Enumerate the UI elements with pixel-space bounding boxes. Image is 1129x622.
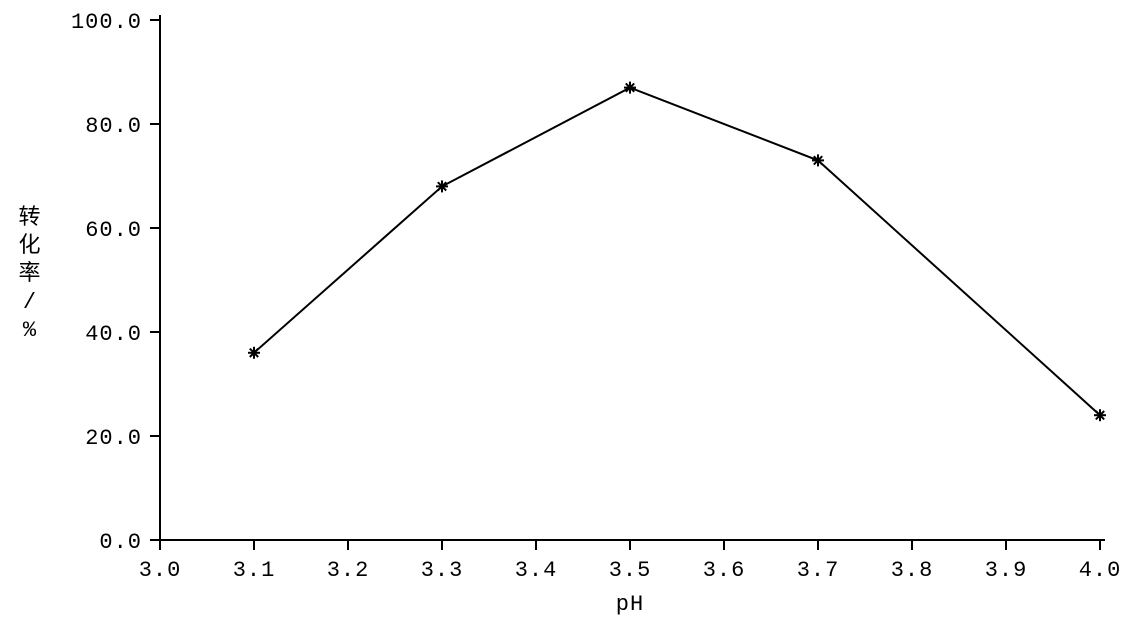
svg-text:率: 率 (18, 261, 41, 287)
x-tick-label: 3.2 (327, 558, 370, 583)
y-tick-label: 0.0 (99, 530, 142, 555)
x-tick-label: 3.6 (703, 558, 746, 583)
svg-text:转: 转 (18, 205, 41, 231)
x-tick-label: 3.7 (797, 558, 840, 583)
y-tick-label: 100.0 (71, 10, 142, 35)
series-line (254, 88, 1100, 416)
data-point (624, 82, 636, 94)
data-point (436, 180, 448, 192)
chart-container: 0.0 20.0 40.0 60.0 80.0 100.0 3.0 3.1 3.2 3.3 3.4 3… (0, 0, 1129, 622)
x-tick-label: 3.1 (233, 558, 276, 583)
y-tick-label: 80.0 (85, 114, 142, 139)
data-point (812, 154, 824, 166)
x-tick-label: 3.4 (515, 558, 558, 583)
y-tick-label: 20.0 (85, 426, 142, 451)
y-axis-label: 转化率 /% (18, 205, 41, 343)
x-tick-label: 3.0 (139, 558, 182, 583)
y-tick-label: 60.0 (85, 218, 142, 243)
svg-text:化: 化 (18, 233, 41, 259)
svg-text:/: / (23, 290, 37, 315)
x-tick-label: 3.8 (891, 558, 934, 583)
data-point (1094, 409, 1106, 421)
x-axis-label: pH (616, 592, 644, 617)
chart-svg: 0.0 20.0 40.0 60.0 80.0 100.0 3.0 3.1 3.2 3.3 3.4 3… (0, 0, 1129, 622)
y-tick-label: 40.0 (85, 322, 142, 347)
x-tick-label: 3.5 (609, 558, 652, 583)
x-tick-label: 3.3 (421, 558, 464, 583)
x-tick-label: 3.9 (985, 558, 1028, 583)
svg-text:%: % (23, 318, 37, 343)
x-tick-label: 4.0 (1079, 558, 1122, 583)
